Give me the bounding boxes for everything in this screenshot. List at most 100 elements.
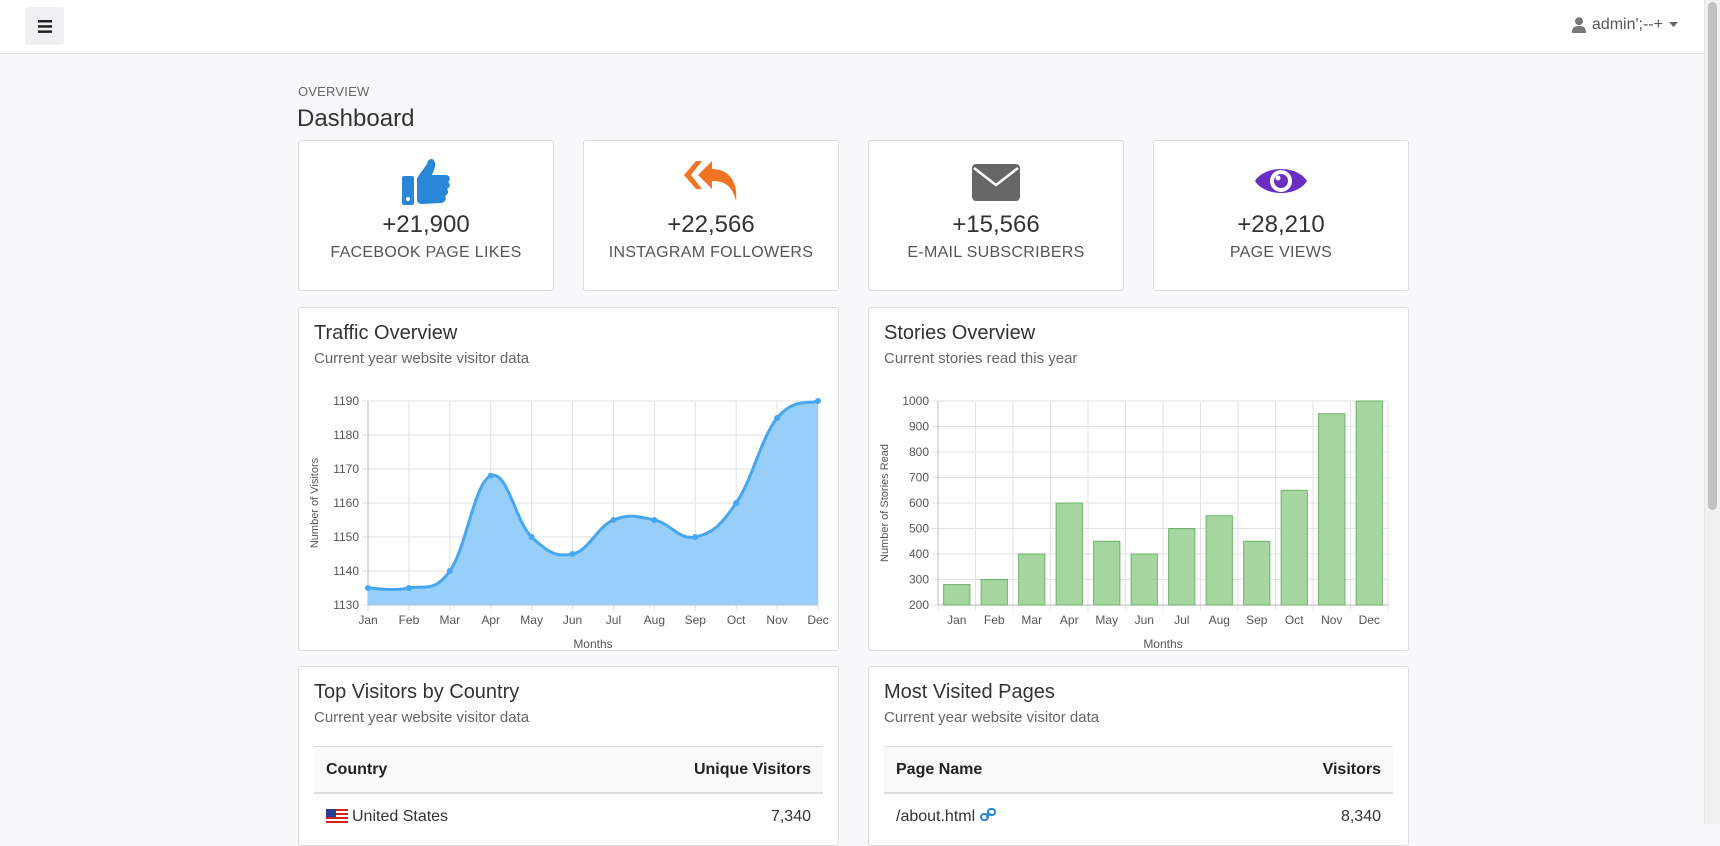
visitor-count: 8,340 bbox=[1340, 808, 1381, 825]
panel-subtitle: Current year website visitor data bbox=[884, 709, 1100, 726]
data-point bbox=[569, 551, 576, 557]
top-navbar: admin';--+ bbox=[0, 0, 1704, 54]
y-tick-label: 200 bbox=[909, 598, 929, 612]
traffic-line-chart: 1130 1140 1150 1160 1170 1180 1190 Jan Feb Mar Apr… bbox=[309, 394, 829, 648]
bar bbox=[1130, 553, 1158, 606]
y-tick-label: 800 bbox=[909, 445, 929, 459]
x-tick-label: Oct bbox=[727, 613, 746, 627]
bar bbox=[1355, 400, 1383, 606]
stat-card-facebook: +21,900 FACEBOOK PAGE LIKES bbox=[298, 140, 554, 291]
stat-label: E-MAIL SUBSCRIBERS bbox=[907, 244, 1085, 261]
x-tick-label: Mar bbox=[1021, 613, 1042, 627]
y-axis-title: Number of Stories Read bbox=[879, 444, 891, 562]
y-tick-label: 900 bbox=[909, 420, 929, 434]
data-point bbox=[733, 500, 740, 506]
bar bbox=[1018, 553, 1046, 606]
data-point bbox=[815, 398, 821, 404]
sidebar-toggle-button[interactable] bbox=[25, 7, 64, 45]
y-tick-label: 600 bbox=[909, 496, 929, 510]
page-overline: OVERVIEW bbox=[298, 84, 370, 99]
user-icon bbox=[1571, 17, 1586, 33]
stat-value: +21,900 bbox=[382, 211, 470, 238]
page-link[interactable]: /about.html bbox=[896, 808, 976, 825]
bar bbox=[1093, 540, 1121, 606]
top-visitors-panel: Top Visitors by Country Current year web… bbox=[298, 666, 839, 846]
x-tick-label: Sep bbox=[1246, 613, 1268, 627]
stat-value: +15,566 bbox=[952, 211, 1040, 238]
x-tick-label: Feb bbox=[399, 613, 420, 627]
column-header-visitors: Visitors bbox=[1322, 761, 1381, 778]
external-link-icon[interactable] bbox=[979, 808, 996, 822]
stories-overview-panel: Stories Overview Current stories read th… bbox=[868, 307, 1409, 651]
x-tick-label: May bbox=[1095, 613, 1118, 627]
y-tick-label: 1150 bbox=[333, 530, 359, 544]
stat-label: PAGE VIEWS bbox=[1229, 244, 1333, 261]
reply-all-icon bbox=[684, 161, 737, 201]
y-tick-label: 1140 bbox=[333, 564, 359, 578]
y-tick-label: 300 bbox=[909, 573, 929, 587]
most-visited-pages-panel: Most Visited Pages Current year website … bbox=[868, 666, 1409, 846]
x-tick-label: Dec bbox=[807, 613, 828, 627]
bar bbox=[1280, 489, 1308, 606]
traffic-overview-panel: Traffic Overview Current year website vi… bbox=[298, 307, 839, 651]
stat-card-pageviews: +28,210 PAGE VIEWS bbox=[1153, 140, 1409, 291]
y-tick-label: 400 bbox=[909, 547, 929, 561]
visitor-count: 7,340 bbox=[770, 808, 811, 825]
bar bbox=[1055, 502, 1083, 606]
stat-value: +22,566 bbox=[667, 211, 755, 238]
thumbs-up-icon bbox=[402, 158, 450, 205]
y-tick-label: 1000 bbox=[902, 394, 929, 408]
x-tick-label: Jan bbox=[358, 613, 377, 627]
panel-subtitle: Current stories read this year bbox=[884, 350, 1078, 367]
table-header: Page Name Visitors bbox=[884, 746, 1393, 794]
caret-down-icon bbox=[1669, 22, 1678, 27]
data-point bbox=[610, 517, 617, 523]
x-tick-label: Feb bbox=[984, 613, 1005, 627]
column-header-page-name: Page Name bbox=[896, 761, 983, 778]
x-tick-label: May bbox=[520, 613, 543, 627]
user-name: admin';--+ bbox=[1591, 16, 1663, 33]
stat-card-email: +15,566 E-MAIL SUBSCRIBERS bbox=[868, 140, 1124, 291]
data-point bbox=[774, 415, 781, 421]
panel-subtitle: Current year website visitor data bbox=[314, 350, 530, 367]
data-point bbox=[405, 585, 412, 591]
user-menu-dropdown[interactable]: admin';--+ bbox=[1571, 16, 1678, 34]
stories-bar-chart: 200 300 400 500 600 700 800 900 1000 Jan Feb Mar Apr… bbox=[879, 394, 1389, 648]
country-name: United States bbox=[352, 808, 449, 825]
panel-title: Traffic Overview bbox=[314, 322, 458, 344]
y-tick-label: 1170 bbox=[333, 462, 359, 476]
bar bbox=[1168, 528, 1196, 606]
y-tick-label: 700 bbox=[909, 471, 929, 485]
bar bbox=[943, 584, 971, 606]
bar bbox=[1243, 540, 1271, 606]
panel-subtitle: Current year website visitor data bbox=[314, 709, 530, 726]
x-tick-label: Sep bbox=[685, 613, 707, 627]
eye-icon bbox=[1255, 169, 1307, 193]
x-tick-label: Oct bbox=[1285, 613, 1304, 627]
page-scrollbar[interactable] bbox=[1704, 0, 1720, 824]
y-tick-label: 1190 bbox=[333, 394, 359, 408]
bar bbox=[980, 579, 1008, 606]
panel-title: Top Visitors by Country bbox=[314, 681, 520, 703]
x-axis-title: Months bbox=[573, 637, 612, 648]
table-header: Country Unique Visitors bbox=[314, 746, 823, 794]
x-tick-label: Aug bbox=[644, 613, 665, 627]
x-tick-label: Jun bbox=[1135, 613, 1154, 627]
data-point bbox=[446, 568, 453, 574]
hamburger-icon bbox=[37, 19, 52, 33]
bar bbox=[1318, 413, 1346, 606]
data-point bbox=[365, 585, 371, 591]
data-point bbox=[528, 534, 535, 540]
bar bbox=[1205, 515, 1233, 606]
column-header-visitors: Unique Visitors bbox=[693, 761, 811, 778]
x-tick-label: Apr bbox=[481, 613, 500, 627]
series-area bbox=[368, 401, 818, 605]
y-tick-label: 1160 bbox=[333, 496, 359, 510]
panel-title: Stories Overview bbox=[884, 322, 1036, 344]
x-tick-label: Nov bbox=[766, 613, 787, 627]
stat-label: INSTAGRAM FOLLOWERS bbox=[608, 244, 814, 261]
stat-card-instagram: +22,566 INSTAGRAM FOLLOWERS bbox=[583, 140, 839, 291]
page-title: Dashboard bbox=[297, 105, 415, 132]
x-tick-label: Jul bbox=[606, 613, 621, 627]
column-header-country: Country bbox=[326, 761, 388, 778]
